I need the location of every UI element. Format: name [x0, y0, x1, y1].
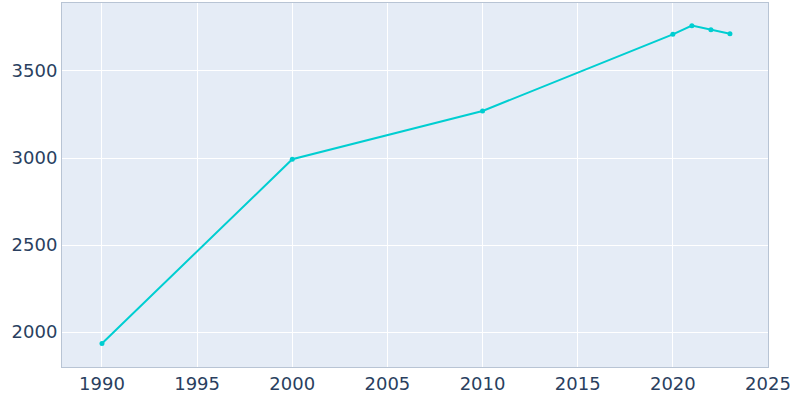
- svg-text:2025: 2025: [745, 373, 791, 394]
- svg-text:1990: 1990: [79, 373, 125, 394]
- svg-text:3000: 3000: [12, 147, 58, 168]
- svg-text:1995: 1995: [174, 373, 220, 394]
- svg-text:2005: 2005: [365, 373, 411, 394]
- svg-text:2020: 2020: [650, 373, 696, 394]
- svg-text:2000: 2000: [12, 321, 58, 342]
- svg-text:2000: 2000: [269, 373, 315, 394]
- svg-text:2500: 2500: [12, 234, 58, 255]
- svg-text:2010: 2010: [460, 373, 506, 394]
- svg-text:2015: 2015: [555, 373, 601, 394]
- svg-text:3500: 3500: [12, 60, 58, 81]
